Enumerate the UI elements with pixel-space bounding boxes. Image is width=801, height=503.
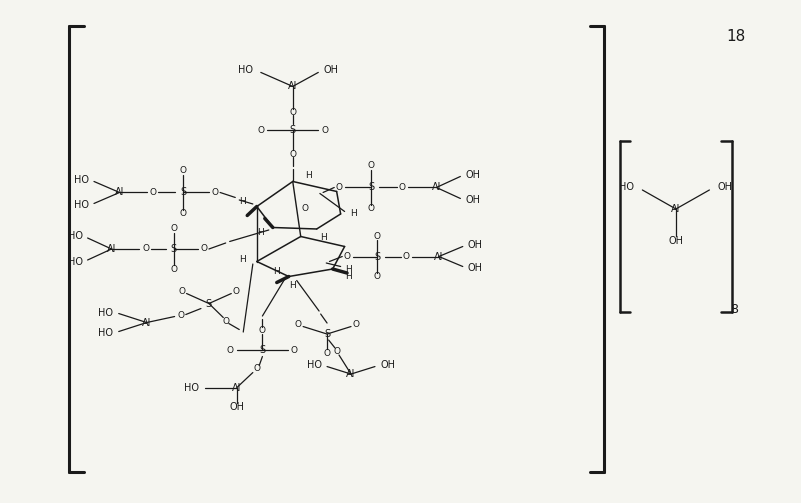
Text: O: O xyxy=(180,166,187,176)
Text: S: S xyxy=(324,329,330,339)
Text: H: H xyxy=(239,197,246,206)
Text: S: S xyxy=(206,298,212,308)
Text: 18: 18 xyxy=(727,29,746,44)
Text: O: O xyxy=(223,316,230,325)
Text: S: S xyxy=(260,345,265,355)
Text: H: H xyxy=(345,272,352,281)
Text: HO: HO xyxy=(238,65,253,75)
Text: HO: HO xyxy=(99,327,113,338)
Text: Al: Al xyxy=(432,183,441,193)
Text: O: O xyxy=(399,183,405,192)
Text: O: O xyxy=(171,224,177,233)
Text: OH: OH xyxy=(465,170,480,180)
Text: Al: Al xyxy=(434,252,444,262)
Text: OH: OH xyxy=(380,360,396,370)
Text: O: O xyxy=(289,108,296,117)
Text: HO: HO xyxy=(74,175,89,185)
Text: O: O xyxy=(227,346,234,355)
Text: O: O xyxy=(374,232,380,241)
Text: O: O xyxy=(150,188,156,197)
Text: O: O xyxy=(336,183,343,192)
Text: H: H xyxy=(320,233,327,242)
Text: HO: HO xyxy=(308,360,322,370)
Text: O: O xyxy=(295,319,302,328)
Text: Al: Al xyxy=(232,383,242,392)
Text: O: O xyxy=(179,287,185,296)
Text: HO: HO xyxy=(74,200,89,210)
Text: O: O xyxy=(344,252,351,261)
Text: OH: OH xyxy=(229,401,244,411)
Text: HO: HO xyxy=(99,307,113,317)
Text: O: O xyxy=(211,188,219,197)
Text: HO: HO xyxy=(183,383,199,392)
Text: O: O xyxy=(291,346,298,355)
Text: Al: Al xyxy=(288,81,297,92)
Text: H: H xyxy=(239,255,246,264)
Text: O: O xyxy=(301,205,308,213)
Text: O: O xyxy=(253,364,260,373)
Text: S: S xyxy=(171,244,177,254)
Text: O: O xyxy=(178,311,184,320)
Text: H: H xyxy=(345,265,352,274)
Text: O: O xyxy=(143,244,149,254)
Text: S: S xyxy=(374,252,380,262)
Text: Al: Al xyxy=(346,369,356,379)
Text: OH: OH xyxy=(323,65,338,75)
Text: OH: OH xyxy=(468,240,482,250)
Text: H: H xyxy=(289,281,296,290)
Text: O: O xyxy=(368,161,374,171)
Text: H: H xyxy=(350,209,356,218)
Text: HO: HO xyxy=(619,182,634,192)
Text: HO: HO xyxy=(68,257,83,267)
Text: O: O xyxy=(171,265,177,274)
Text: H: H xyxy=(273,267,280,276)
Text: Al: Al xyxy=(115,188,124,198)
Text: 8: 8 xyxy=(731,302,739,315)
Text: O: O xyxy=(321,126,328,135)
Text: Al: Al xyxy=(671,204,681,214)
Text: Al: Al xyxy=(142,317,151,327)
Text: O: O xyxy=(259,325,266,334)
Text: OH: OH xyxy=(465,195,480,205)
Text: O: O xyxy=(324,349,331,358)
Text: O: O xyxy=(368,205,374,213)
Text: S: S xyxy=(368,183,374,193)
Text: O: O xyxy=(374,272,380,281)
Text: OH: OH xyxy=(668,236,683,246)
Text: O: O xyxy=(403,252,409,261)
Text: O: O xyxy=(333,347,340,356)
Text: H: H xyxy=(305,171,312,180)
Text: HO: HO xyxy=(68,231,83,241)
Text: O: O xyxy=(352,319,360,328)
Text: O: O xyxy=(257,126,264,135)
Text: S: S xyxy=(180,188,187,198)
Text: OH: OH xyxy=(468,263,482,273)
Text: S: S xyxy=(290,125,296,135)
Text: O: O xyxy=(200,244,207,254)
Text: H: H xyxy=(257,228,264,237)
Text: O: O xyxy=(289,150,296,159)
Text: O: O xyxy=(180,209,187,218)
Text: OH: OH xyxy=(718,182,732,192)
Text: O: O xyxy=(232,287,239,296)
Text: Al: Al xyxy=(107,244,116,254)
